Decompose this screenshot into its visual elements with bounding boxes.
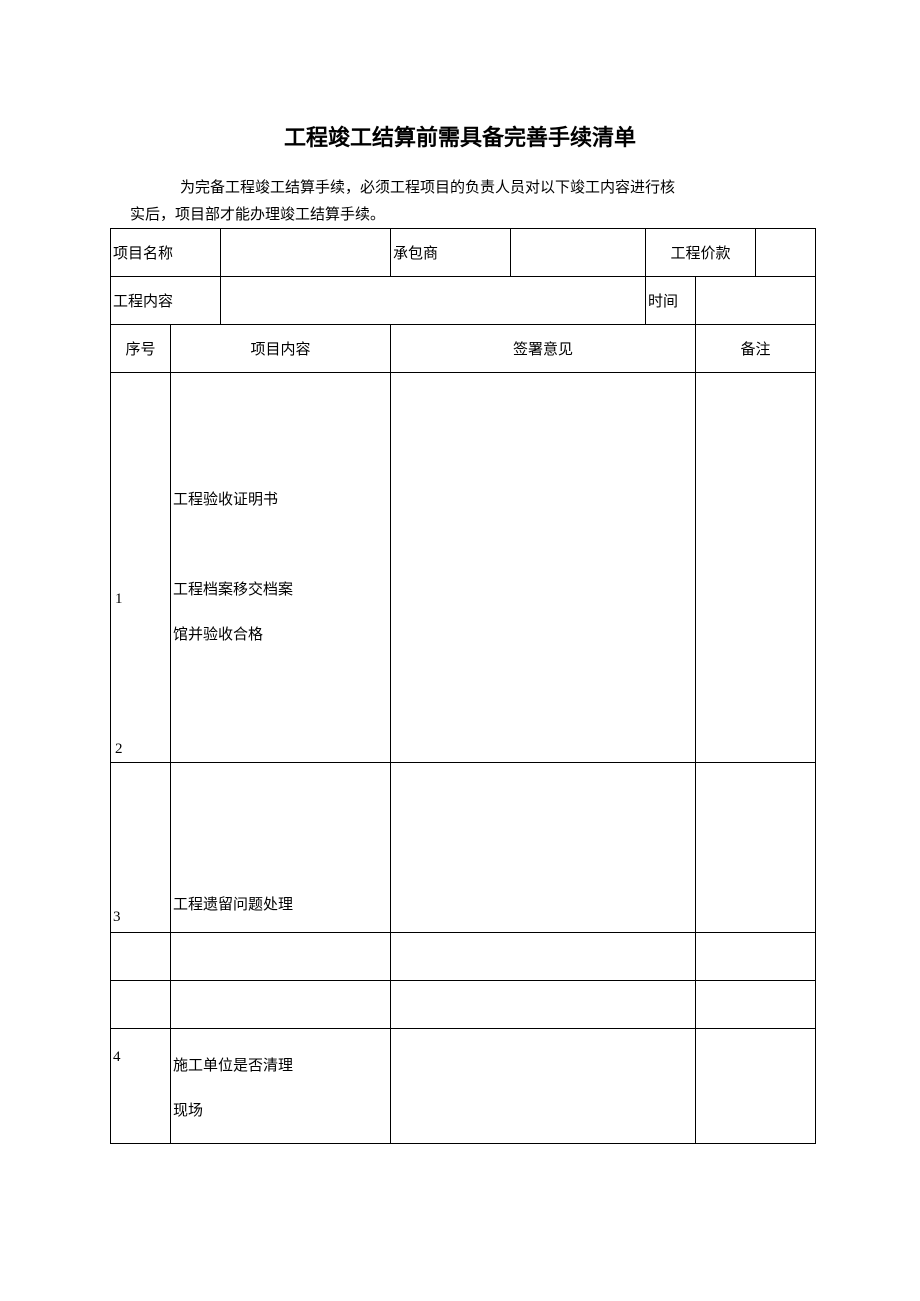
time-label: 时间 [646,277,696,325]
opinion-cell [391,763,696,933]
item-cell: 工程遗留问题处理 [171,763,391,933]
table-row: 4 施工单位是否清理 现场 [111,1029,816,1144]
opinion-cell [391,373,696,763]
project-name-label: 项目名称 [111,229,221,277]
seq-1: 1 [115,591,123,608]
price-value [756,229,816,277]
col-item: 项目内容 [171,325,391,373]
table-row [111,933,816,981]
content-label: 工程内容 [111,277,221,325]
remark-cell [696,933,816,981]
price-label: 工程价款 [646,229,756,277]
col-seq: 序号 [111,325,171,373]
remark-cell [696,373,816,763]
item-cell [171,933,391,981]
seq-2: 2 [115,741,123,758]
time-value [696,277,816,325]
intro-text-line2: 实后，项目部才能办理竣工结算手续。 [130,204,810,227]
seq-cell [111,933,171,981]
content-value [221,277,646,325]
checklist-table: 项目名称 承包商 工程价款 工程内容 时间 序号 项目内容 签署意见 备注 [110,228,816,1144]
opinion-cell [391,981,696,1029]
contractor-label: 承包商 [391,229,511,277]
project-name-value [221,229,391,277]
opinion-cell [391,933,696,981]
item-cell: 工程验收证明书 工程档案移交档案 馆并验收合格 [171,373,391,763]
seq-cell: 1 2 [111,373,171,763]
remark-cell [696,1029,816,1144]
page-title: 工程竣工结算前需具备完善手续清单 [110,120,810,152]
table-row: 3 工程遗留问题处理 [111,763,816,933]
table-row: 1 2 工程验收证明书 工程档案移交档案 馆并验收合格 [111,373,816,763]
intro-text-line1: 为完备工程竣工结算手续，必须工程项目的负责人员对以下竣工内容进行核 [180,177,810,200]
header-row-2: 工程内容 时间 [111,277,816,325]
seq-cell: 4 [111,1029,171,1144]
remark-cell [696,981,816,1029]
seq-cell: 3 [111,763,171,933]
table-row [111,981,816,1029]
col-opinion: 签署意见 [391,325,696,373]
column-header-row: 序号 项目内容 签署意见 备注 [111,325,816,373]
item-cell: 施工单位是否清理 现场 [171,1029,391,1144]
item-cell [171,981,391,1029]
opinion-cell [391,1029,696,1144]
seq-cell [111,981,171,1029]
header-row-1: 项目名称 承包商 工程价款 [111,229,816,277]
contractor-value [511,229,646,277]
remark-cell [696,763,816,933]
col-remark: 备注 [696,325,816,373]
document-page: 工程竣工结算前需具备完善手续清单 为完备工程竣工结算手续，必须工程项目的负责人员… [0,0,920,1144]
